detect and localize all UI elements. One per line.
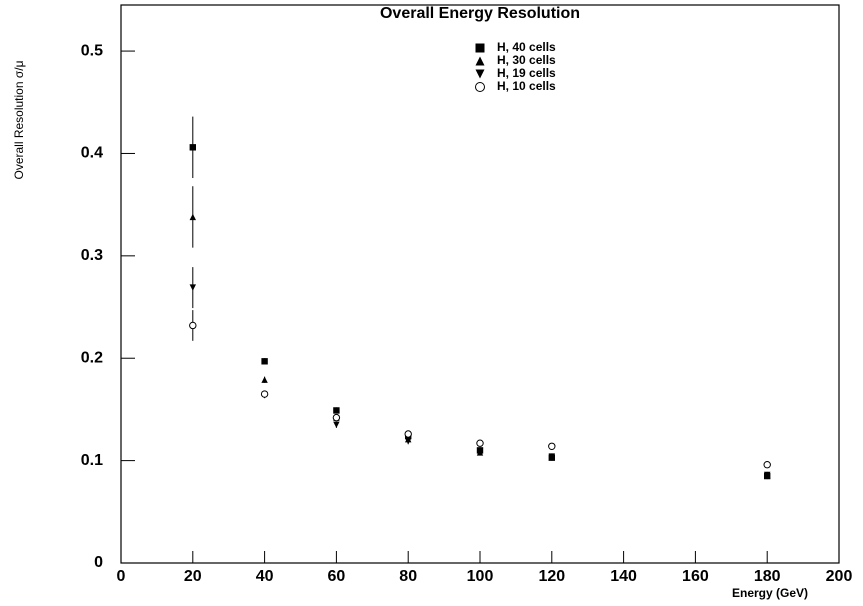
data-point [332,413,341,422]
x-tick-label: 20 [184,568,202,585]
x-tick-label: 60 [328,568,346,585]
legend-marker [475,43,485,53]
x-tick-label: 80 [399,568,417,585]
data-point [333,407,340,414]
data-point [548,453,555,460]
x-tick-label: 0 [117,568,126,585]
data-point [260,390,269,398]
data-point [189,144,196,151]
legend-marker [475,82,485,92]
x-axis-label: Energy (GeV) [732,586,808,600]
data-point [405,437,412,445]
data-point [763,461,771,469]
y-tick-label: 0.4 [81,145,103,162]
y-axis-label: Overall Resolution σ/μ [12,60,26,179]
legend-label: H, 19 cells [497,66,556,80]
data-point [261,376,268,383]
y-tick-label: 0.3 [81,247,103,264]
legend-label: H, 10 cells [497,79,556,93]
chart-title: Overall Energy Resolution [380,5,580,22]
data-point [189,213,196,221]
data-point [261,358,268,365]
legend-marker [475,56,485,66]
data-point [548,442,556,450]
y-tick-label: 0.1 [81,452,103,469]
data-point [476,439,484,447]
data-point [476,448,484,455]
x-tick-label: 120 [538,568,565,585]
data-point [333,421,340,428]
y-tick-label: 0.2 [81,349,103,366]
legend-label: H, 30 cells [497,53,556,67]
x-tick-label: 100 [467,568,494,585]
legend-label: H, 40 cells [497,40,556,54]
x-tick-label: 40 [256,568,274,585]
data-point [189,321,197,330]
legend-marker [475,69,485,79]
y-tick-label: 0.5 [81,42,103,59]
x-tick-label: 160 [682,568,709,585]
x-tick-label: 180 [754,568,781,585]
data-point [404,430,412,438]
data-point [189,284,196,291]
x-tick-label: 200 [826,568,853,585]
data-point [764,471,771,479]
y-tick-label: 0 [94,554,103,571]
x-tick-label: 140 [610,568,637,585]
